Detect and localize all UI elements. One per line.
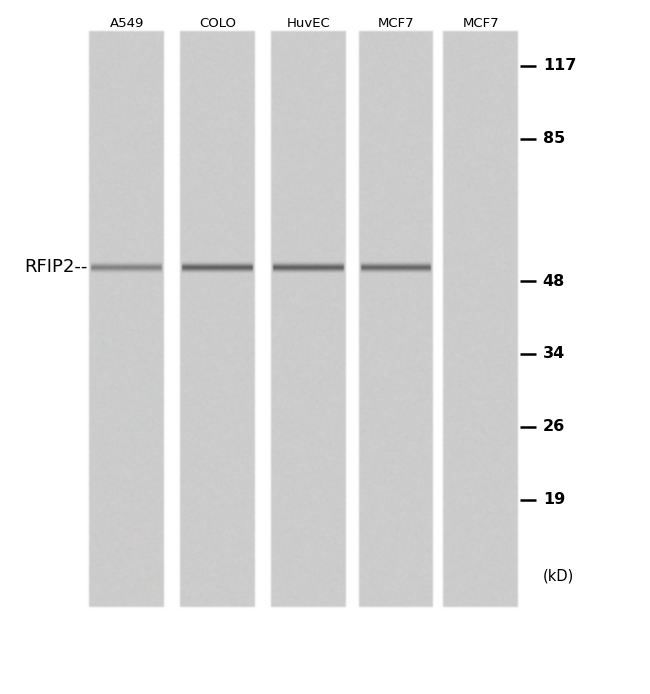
Text: MCF7: MCF7 — [463, 17, 499, 31]
Text: 117: 117 — [543, 58, 576, 74]
Text: (kD): (kD) — [543, 568, 574, 584]
Text: RFIP2--: RFIP2-- — [25, 258, 88, 276]
Text: 26: 26 — [543, 419, 565, 434]
Text: 19: 19 — [543, 492, 565, 507]
Text: 34: 34 — [543, 346, 565, 362]
Text: HuvEC: HuvEC — [287, 17, 331, 31]
Text: 48: 48 — [543, 273, 565, 289]
Text: A549: A549 — [110, 17, 144, 31]
Text: COLO: COLO — [200, 17, 236, 31]
Text: MCF7: MCF7 — [378, 17, 415, 31]
Text: 85: 85 — [543, 131, 565, 146]
